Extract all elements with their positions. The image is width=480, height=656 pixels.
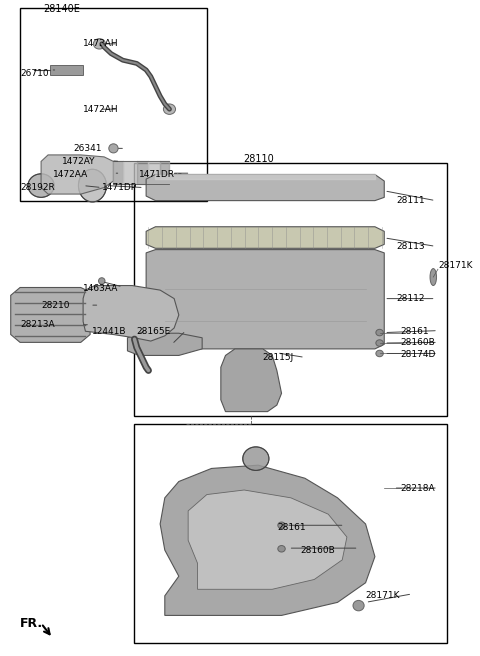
- Bar: [134, 163, 447, 416]
- Ellipse shape: [109, 144, 118, 153]
- Ellipse shape: [94, 39, 106, 49]
- Ellipse shape: [278, 522, 285, 529]
- Text: 28174D: 28174D: [401, 350, 436, 359]
- Polygon shape: [146, 250, 384, 349]
- Text: FR.: FR.: [20, 617, 43, 630]
- Text: 1471DP: 1471DP: [102, 183, 137, 192]
- Polygon shape: [221, 349, 282, 411]
- Text: 1471DR: 1471DR: [139, 170, 175, 179]
- Polygon shape: [160, 465, 375, 615]
- Ellipse shape: [98, 277, 105, 284]
- Text: 28112: 28112: [396, 294, 424, 303]
- Polygon shape: [11, 287, 90, 342]
- Ellipse shape: [353, 600, 364, 611]
- Text: 28210: 28210: [41, 300, 70, 310]
- Text: 28160B: 28160B: [300, 546, 335, 554]
- Text: 28110: 28110: [243, 154, 274, 165]
- Bar: [50, 65, 83, 75]
- Ellipse shape: [163, 104, 176, 114]
- Ellipse shape: [376, 350, 384, 357]
- Polygon shape: [41, 155, 113, 194]
- Text: 28113: 28113: [396, 242, 424, 251]
- Text: 28161: 28161: [277, 523, 305, 532]
- Text: 28115J: 28115J: [263, 353, 294, 362]
- Text: 28192R: 28192R: [20, 183, 55, 192]
- Polygon shape: [188, 490, 347, 589]
- Bar: [20, 8, 207, 201]
- Text: 28161: 28161: [401, 327, 429, 336]
- Ellipse shape: [376, 340, 384, 346]
- Polygon shape: [146, 174, 384, 201]
- Text: 28213A: 28213A: [20, 320, 55, 329]
- Text: 26710: 26710: [20, 69, 48, 78]
- Text: 26341: 26341: [74, 144, 102, 153]
- Bar: [134, 424, 447, 643]
- Text: 28111: 28111: [396, 196, 424, 205]
- Text: 28171K: 28171K: [366, 591, 400, 600]
- Text: 1472AA: 1472AA: [53, 170, 88, 179]
- Text: 28165E: 28165E: [137, 327, 171, 336]
- Ellipse shape: [28, 174, 54, 197]
- Text: 1472AY: 1472AY: [62, 157, 96, 166]
- Polygon shape: [128, 333, 202, 356]
- Ellipse shape: [376, 329, 384, 336]
- Text: 1463AA: 1463AA: [83, 284, 119, 293]
- Text: 1472AH: 1472AH: [83, 39, 119, 49]
- Text: 12441B: 12441B: [93, 327, 127, 336]
- Text: 28140E: 28140E: [44, 4, 81, 14]
- Text: 28171K: 28171K: [438, 262, 472, 270]
- Text: 28160B: 28160B: [401, 338, 435, 347]
- Ellipse shape: [78, 169, 107, 202]
- Text: 28218A: 28218A: [401, 483, 435, 493]
- Ellipse shape: [430, 268, 436, 285]
- Text: 1472AH: 1472AH: [83, 105, 119, 113]
- Polygon shape: [146, 227, 384, 249]
- Polygon shape: [83, 285, 179, 341]
- Ellipse shape: [278, 546, 285, 552]
- Ellipse shape: [243, 447, 269, 470]
